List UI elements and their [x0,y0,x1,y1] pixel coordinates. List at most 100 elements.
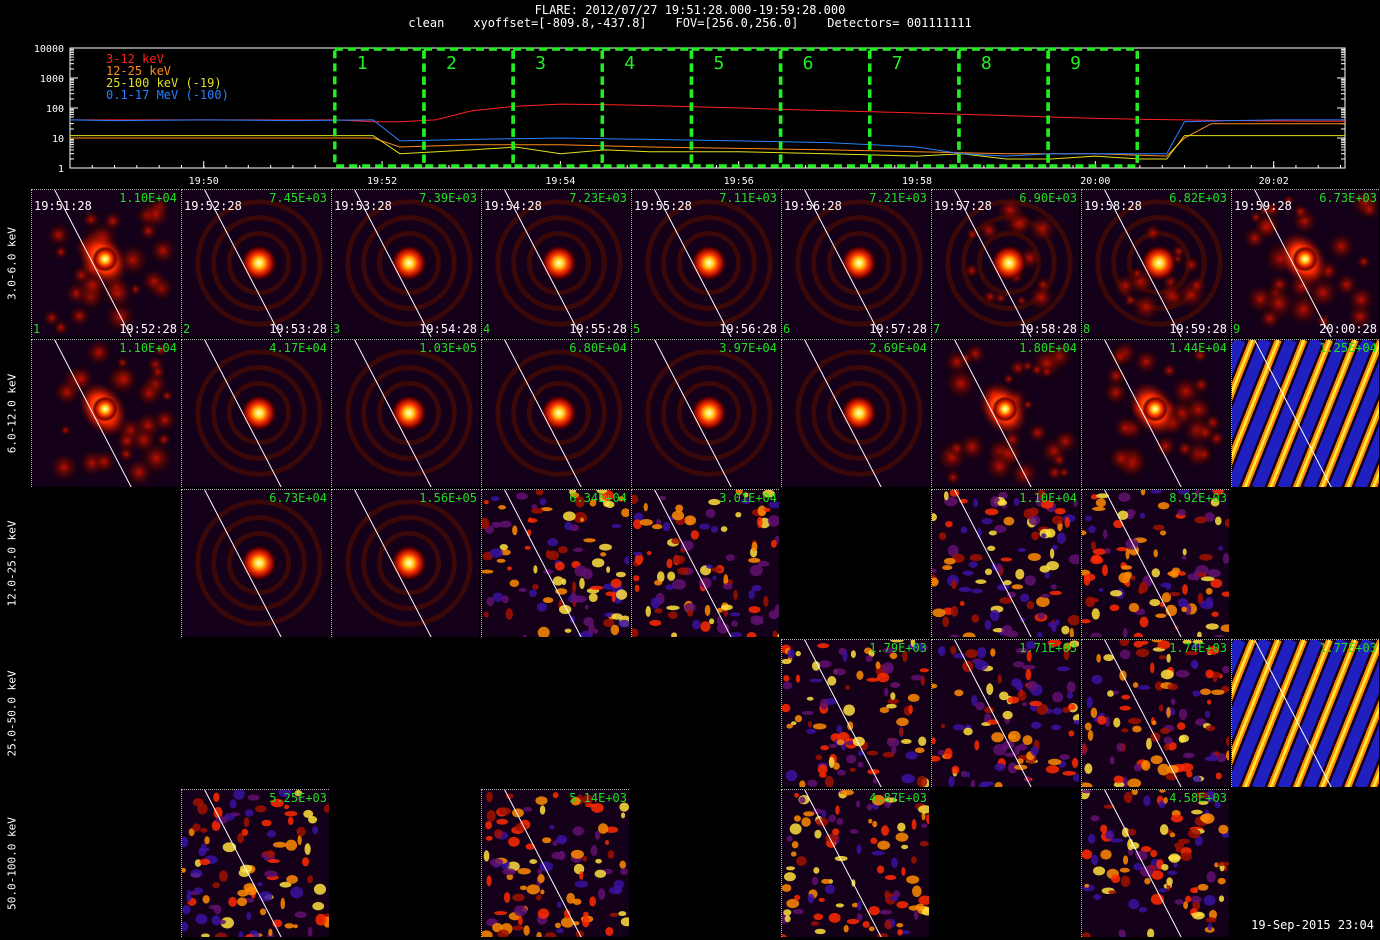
noise-blob [994,524,1007,533]
noise-blob [1164,743,1170,751]
noise-blob [1090,815,1100,822]
emission-blob [52,319,70,337]
noise-blob [315,913,327,926]
noise-blob [1044,571,1050,579]
noise-blob [589,499,597,507]
peak-flux-label: 1.10E+04 [119,341,177,355]
noise-blob [522,634,528,637]
image-map [482,340,629,487]
sidelobe-ring [376,230,442,296]
image-panel: 1.71E+03 [931,639,1079,787]
noise-blob [1205,596,1214,608]
noise-blob [794,792,799,798]
source-peak [841,395,877,431]
noise-blob [733,589,738,601]
noise-blob [829,743,837,748]
noise-blob [1225,735,1229,747]
image-panel: 4.17E+04 [181,339,329,487]
noise-blob [246,911,252,920]
peak-flux-label: 8.92E+03 [1169,491,1227,505]
noise-blob [599,543,612,551]
noise-blob [632,494,639,505]
noise-blob [1038,490,1046,498]
peak-flux-label: 4.58E+03 [1169,791,1227,805]
noise-blob [1118,492,1131,502]
image-panel: 7.39E+03 19:53:28 19:54:28 3 [331,189,479,337]
noise-blob [1212,490,1224,496]
emission-blob [101,210,124,232]
noise-blob [902,650,908,663]
noise-blob [1113,717,1121,728]
noise-blob [284,804,290,810]
noise-blob [303,809,314,818]
noise-blob [884,919,893,930]
noise-blob [915,903,925,911]
noise-blob [767,515,779,527]
noise-blob [220,917,235,929]
emission-blob [1160,362,1178,379]
noise-blob [632,551,643,556]
image-panel: 1.79E+03 [781,639,929,787]
noise-blob [987,545,996,552]
noise-blob [1150,490,1163,494]
noise-blob [656,571,665,583]
noise-blob [849,767,856,772]
solar-limb [1104,640,1182,787]
noise-blob [717,622,730,634]
noise-blob [868,906,880,916]
fringe-dark [1232,340,1246,376]
solar-limb [804,640,882,787]
x-tick-label: 19:56 [724,176,754,187]
noise-blob [916,775,928,787]
noise-blob [763,507,771,512]
sidelobe-ring [376,380,442,446]
emission-blob [1182,255,1201,275]
noise-blob [919,668,929,673]
noise-blob [868,926,875,932]
noise-blob [1140,490,1146,496]
emission-blob [1102,379,1130,407]
noise-blob [1093,894,1102,901]
noise-blob [535,490,544,496]
peak-flux-label: 1.56E+05 [419,491,477,505]
source-peak [92,396,118,422]
noise-blob [932,577,939,587]
sidelobe-ring [526,380,592,446]
noise-blob [824,776,834,787]
noise-blob [307,875,313,884]
image-panel: 1.03E+05 [331,339,479,487]
sidelobe-ring [526,230,592,296]
noise-blob [1007,730,1021,743]
noise-blob [877,840,891,850]
noise-blob [582,794,593,805]
emission-blob [963,262,980,279]
noise-blob [889,652,898,660]
noise-blob [1151,568,1161,578]
interval-label: 5 [713,53,724,74]
lightcurve-chart: 1 10 100 1000 10000 19:50 19:52 19:54 19:56 19:58… [34,44,1346,187]
noise-blob [813,913,824,921]
noise-blob [564,521,573,531]
noise-blob [506,566,512,571]
emission-blob [1052,428,1079,455]
noise-blob [937,749,946,756]
fringe-core [1232,640,1254,696]
noise-blob [556,928,564,934]
noise-blob [564,909,571,919]
noise-blob [1007,762,1018,774]
noise-blob [575,496,585,508]
noise-blob [482,517,490,530]
solar-limb [204,190,282,337]
noise-blob [1093,866,1106,876]
noise-blob [1214,801,1221,809]
solar-limb [654,340,732,487]
noise-blob [883,687,889,697]
noise-blob [1109,604,1120,612]
noise-blob [991,732,1004,743]
noise-blob [1163,797,1168,804]
image-panel: 1.74E+03 [1081,639,1229,787]
sidelobe-ring [211,365,307,461]
lightcurve-frame [69,47,1346,169]
noise-blob [212,882,220,889]
noise-blob [255,805,267,813]
